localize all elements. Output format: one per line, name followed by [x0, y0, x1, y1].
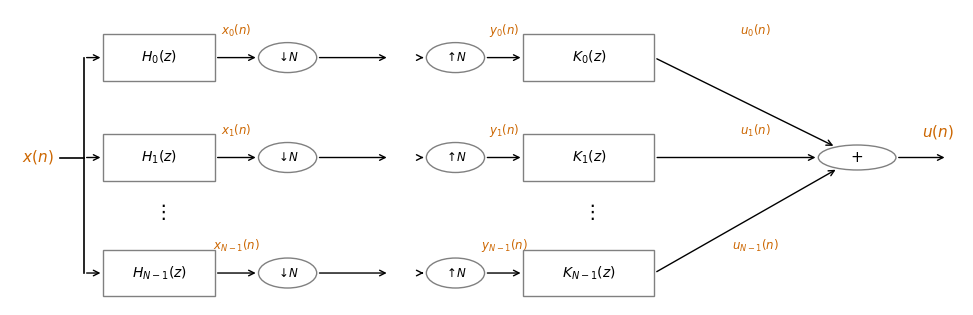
Text: $x(n)$: $x(n)$ — [22, 148, 54, 167]
Circle shape — [818, 145, 896, 170]
Bar — [523, 34, 655, 81]
Ellipse shape — [426, 142, 485, 173]
Text: +: + — [850, 150, 863, 165]
Text: $\downarrow\!N$: $\downarrow\!N$ — [276, 266, 299, 279]
Text: $u_0(n)$: $u_0(n)$ — [740, 23, 771, 39]
Bar — [523, 249, 655, 296]
Text: $x_{N-1}(n)$: $x_{N-1}(n)$ — [213, 238, 260, 254]
Bar — [103, 249, 215, 296]
Text: $x_0(n)$: $x_0(n)$ — [222, 23, 252, 39]
Text: $K_{N-1}(z)$: $K_{N-1}(z)$ — [562, 264, 616, 282]
Text: $H_1(z)$: $H_1(z)$ — [141, 149, 177, 166]
Bar — [103, 34, 215, 81]
Text: $\uparrow\!N$: $\uparrow\!N$ — [444, 151, 467, 164]
Ellipse shape — [259, 142, 316, 173]
Text: $u_{N-1}(n)$: $u_{N-1}(n)$ — [733, 238, 779, 254]
Text: $\vdots$: $\vdots$ — [583, 202, 595, 222]
Ellipse shape — [259, 258, 316, 288]
Text: $H_{N-1}(z)$: $H_{N-1}(z)$ — [131, 264, 187, 282]
Text: $\downarrow\!N$: $\downarrow\!N$ — [276, 51, 299, 64]
Text: $\uparrow\!N$: $\uparrow\!N$ — [444, 51, 467, 64]
Ellipse shape — [426, 43, 485, 72]
Bar — [103, 134, 215, 181]
Text: $K_0(z)$: $K_0(z)$ — [571, 49, 606, 66]
Text: $u_1(n)$: $u_1(n)$ — [740, 123, 771, 139]
Text: $y_0(n)$: $y_0(n)$ — [488, 22, 520, 39]
Text: $\uparrow\!N$: $\uparrow\!N$ — [444, 266, 467, 279]
Text: $H_0(z)$: $H_0(z)$ — [141, 49, 177, 66]
Text: $\downarrow\!N$: $\downarrow\!N$ — [276, 151, 299, 164]
Bar — [523, 134, 655, 181]
Text: $y_{N-1}(n)$: $y_{N-1}(n)$ — [481, 237, 527, 254]
Text: $y_1(n)$: $y_1(n)$ — [488, 122, 520, 139]
Text: $x_1(n)$: $x_1(n)$ — [222, 123, 252, 139]
Ellipse shape — [259, 43, 316, 72]
Text: $u(n)$: $u(n)$ — [921, 123, 954, 141]
Text: $\vdots$: $\vdots$ — [153, 202, 165, 222]
Ellipse shape — [426, 258, 485, 288]
Text: $K_1(z)$: $K_1(z)$ — [571, 149, 606, 166]
